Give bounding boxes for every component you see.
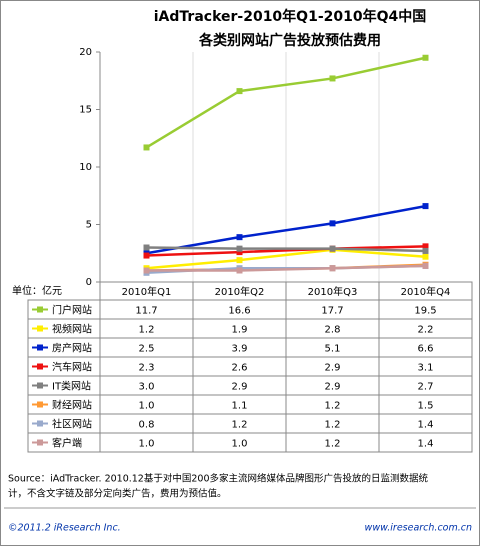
- table-cell: 0.8: [139, 420, 155, 431]
- table-cell: 1.1: [232, 401, 248, 412]
- series-line: [146, 246, 426, 253]
- legend-label: 门户网站: [52, 304, 92, 317]
- table-cell: 2.8: [325, 325, 341, 336]
- table-cell: 1.9: [232, 325, 248, 336]
- legend-swatch: [37, 420, 43, 427]
- legend-swatch: [37, 363, 43, 370]
- website: www.iresearch.com.cn: [365, 523, 472, 534]
- table-cell: 1.2: [325, 439, 341, 450]
- point: [329, 75, 336, 82]
- table-cell: 1.0: [139, 401, 155, 412]
- table-cell: 1.4: [418, 420, 434, 431]
- table-cell: 6.6: [418, 344, 434, 355]
- series-line: [146, 204, 426, 255]
- point: [422, 243, 429, 250]
- table-cell: 5.1: [325, 344, 341, 355]
- y-tick-label: 20: [79, 47, 92, 58]
- point: [236, 249, 243, 256]
- table-cell: 3.9: [232, 344, 248, 355]
- source: 计，不含文字链及部分定向类广告，费用为预估值。: [8, 488, 227, 500]
- table-cell: 2.9: [325, 363, 341, 374]
- point: [236, 245, 243, 252]
- point: [143, 144, 150, 151]
- table-cell: 19.5: [414, 306, 436, 317]
- table-cell: 1.2: [232, 420, 248, 431]
- y-tick-label: 5: [86, 220, 92, 231]
- table-cell: 2.9: [232, 382, 248, 393]
- legend-swatch: [37, 401, 43, 408]
- series-line: [146, 245, 426, 257]
- legend-label: 财经网站: [52, 399, 92, 412]
- x-tick-label: 2010年Q2: [215, 285, 265, 298]
- table-cell: 2.9: [325, 382, 341, 393]
- copyright: ©2011.2 iResearch Inc.: [8, 523, 121, 534]
- legend-swatch: [37, 344, 43, 351]
- point: [422, 253, 429, 260]
- table-cell: 1.2: [325, 420, 341, 431]
- point: [422, 247, 429, 254]
- table-cell: 2.6: [232, 363, 248, 374]
- legend-label: 汽车网站: [52, 361, 92, 374]
- y-label: 单位：亿元: [12, 284, 62, 297]
- table-cell: 2.5: [139, 344, 155, 355]
- series-line: [146, 264, 426, 272]
- point: [236, 267, 243, 274]
- series-line: [145, 56, 426, 149]
- legend-label: IT类网站: [52, 380, 91, 393]
- point: [329, 265, 336, 272]
- point: [143, 252, 150, 259]
- legend-label: 房产网站: [52, 342, 92, 355]
- point: [236, 88, 243, 95]
- x-tick-label: 2010年Q1: [122, 285, 172, 298]
- table-cell: 11.7: [135, 306, 157, 317]
- point: [236, 257, 243, 264]
- y-tick-label: 15: [79, 105, 92, 116]
- point: [329, 245, 336, 252]
- table-cell: 16.6: [228, 306, 250, 317]
- y-tick-label: 0: [86, 277, 92, 288]
- legend-swatch: [37, 382, 43, 389]
- legend-label: 视频网站: [52, 323, 92, 336]
- table-cell: 1.2: [325, 401, 341, 412]
- table-cell: 3.0: [139, 382, 155, 393]
- table-cell: 3.1: [418, 363, 434, 374]
- source: Source：iAdTracker. 2010.12基于对中国200多家主流网络…: [8, 473, 428, 485]
- point: [422, 203, 429, 210]
- legend-swatch: [37, 325, 43, 332]
- y-tick-label: 10: [79, 162, 92, 173]
- point: [422, 262, 429, 269]
- x-tick-label: 2010年Q3: [308, 285, 358, 298]
- series-line: [146, 248, 426, 270]
- chart-title: iAdTracker-2010年Q1-2010年Q4中国: [154, 8, 427, 25]
- point: [143, 244, 150, 251]
- table-cell: 1.4: [418, 439, 434, 450]
- point: [329, 220, 336, 227]
- legend-label: 社区网站: [52, 418, 92, 431]
- legend-label: 客户端: [52, 437, 82, 450]
- legend-swatch: [37, 306, 43, 313]
- chart-title: 各类别网站广告投放预估费用: [198, 32, 381, 49]
- point: [422, 54, 429, 61]
- table-cell: 2.2: [418, 325, 434, 336]
- table-cell: 17.7: [321, 306, 343, 317]
- table-cell: 1.0: [232, 439, 248, 450]
- table-cell: 2.3: [139, 363, 155, 374]
- point: [143, 267, 150, 274]
- table-cell: 1.5: [418, 401, 434, 412]
- table-cell: 1.2: [139, 325, 155, 336]
- x-tick-label: 2010年Q4: [401, 285, 451, 298]
- point: [236, 234, 243, 241]
- table-cell: 1.0: [139, 439, 155, 450]
- table-cell: 2.7: [418, 382, 434, 393]
- legend-swatch: [37, 439, 43, 446]
